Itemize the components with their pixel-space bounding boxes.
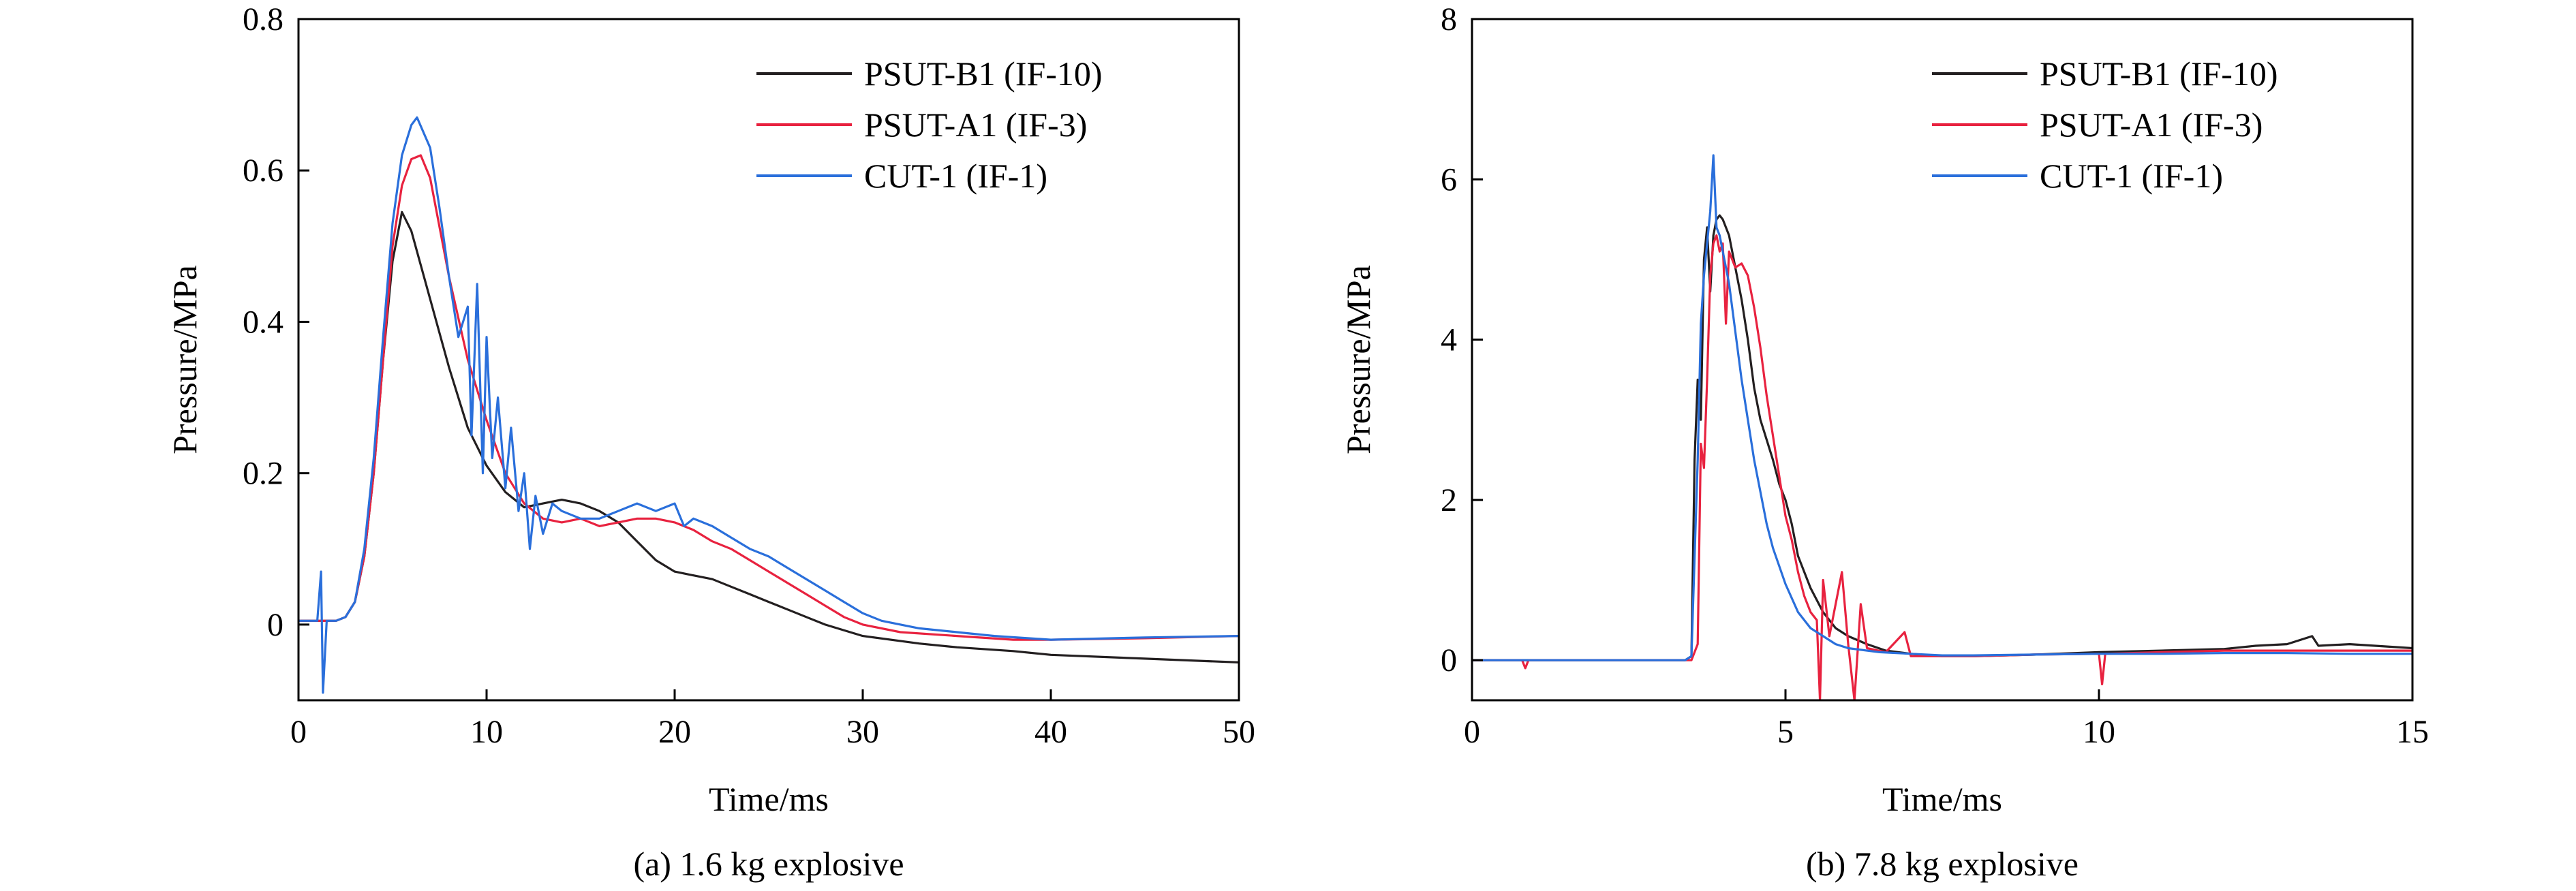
- x-axis-label-a: Time/ms: [709, 780, 829, 818]
- chart-panel-b: 0 5 10 15 0 2 4 6 8 Pressure/MPa Time/ms (b) 7.8…: [1339, 1, 2429, 883]
- legend-label-b-1: PSUT-B1 (IF-10): [2040, 54, 2278, 93]
- y-tick-label-a-2: 0.4: [243, 304, 283, 340]
- series-line-a-2: [298, 154, 1239, 641]
- axes-frame-a: [297, 18, 1240, 702]
- chart-panel-a: 0 10 20 30 40 50 0 0.2 0.4 0.6 0.8 Pressure/MPa Ti…: [166, 1, 1255, 883]
- y-axis-label-a: Pressure/MPa: [166, 265, 204, 454]
- y-axis-label-b: Pressure/MPa: [1339, 265, 1377, 454]
- x-tick-label-a-2: 20: [658, 714, 691, 750]
- series-line-a-3: [298, 116, 1239, 694]
- x-tick-label-b-2: 10: [2083, 714, 2115, 750]
- series-line-a-1: [298, 210, 1239, 663]
- y-tick-label-b-1: 2: [1441, 482, 1457, 518]
- x-tick-label-a-3: 30: [846, 714, 879, 750]
- caption-a: (a) 1.6 kg explosive: [633, 845, 904, 883]
- y-tick-label-a-0: 0: [267, 607, 283, 643]
- y-tick-label-a-4: 0.8: [243, 1, 283, 37]
- x-axis-label-b: Time/ms: [1882, 780, 2002, 818]
- legend-label-b-2: PSUT-A1 (IF-3): [2040, 106, 2263, 144]
- series-line-b-2: [1472, 234, 2412, 700]
- legend-label-b-3: CUT-1 (IF-1): [2040, 157, 2223, 195]
- y-tick-label-a-3: 0.6: [243, 153, 283, 189]
- x-tick-label-b-0: 0: [1464, 714, 1480, 750]
- legend-b: PSUT-B1 (IF-10) PSUT-A1 (IF-3) CUT-1 (IF…: [1932, 54, 2278, 195]
- x-tick-label-a-5: 50: [1223, 714, 1255, 750]
- y-tick-label-b-0: 0: [1441, 642, 1457, 678]
- x-tick-label-a-4: 40: [1034, 714, 1067, 750]
- x-tick-label-a-0: 0: [290, 714, 307, 750]
- ticks-a: 0 10 20 30 40 50 0 0.2 0.4 0.6 0.8: [243, 1, 1255, 750]
- series-line-b-1: [1472, 214, 2412, 661]
- y-tick-label-a-1: 0.2: [243, 456, 283, 492]
- caption-b: (b) 7.8 kg explosive: [1806, 845, 2079, 883]
- legend-label-a-2: PSUT-A1 (IF-3): [864, 106, 1087, 144]
- y-tick-label-b-4: 8: [1441, 1, 1457, 37]
- axes-frame-b: [1471, 18, 2414, 702]
- y-tick-label-b-2: 4: [1441, 322, 1457, 358]
- x-tick-label-a-1: 10: [470, 714, 503, 750]
- legend-label-a-1: PSUT-B1 (IF-10): [864, 54, 1103, 93]
- x-tick-label-b-1: 5: [1777, 714, 1794, 750]
- ticks-b: 0 5 10 15 0 2 4 6 8: [1441, 1, 2429, 750]
- plot-area-b: [1472, 154, 2412, 700]
- series-line-b-3: [1472, 154, 2412, 661]
- x-tick-label-b-3: 15: [2396, 714, 2429, 750]
- plot-area-a: [298, 116, 1239, 694]
- y-tick-label-b-3: 6: [1441, 161, 1457, 198]
- legend-a: PSUT-B1 (IF-10) PSUT-A1 (IF-3) CUT-1 (IF…: [756, 54, 1103, 195]
- legend-label-a-3: CUT-1 (IF-1): [864, 157, 1047, 195]
